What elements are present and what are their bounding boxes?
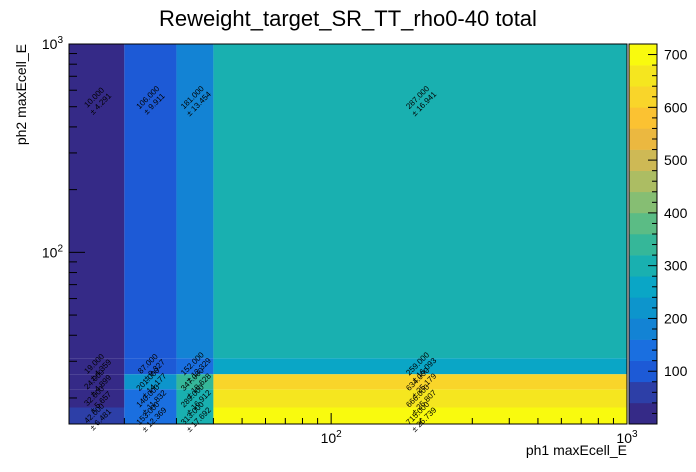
heatmap-cell [213,358,627,375]
chart-title: Reweight_target_SR_TT_rho0-40 total [159,6,537,31]
colorbar-segment [629,339,657,361]
colorbar-segment [629,255,657,277]
x-tick-exponent: 2 [336,429,342,440]
heatmap-cell [124,44,177,359]
colorbar-tick-label: 500 [664,152,688,168]
heatmap-cell [124,407,177,424]
heatmap-cell [176,389,214,408]
colorbar-segment [629,234,657,256]
heatmap-cell [69,374,125,390]
colorbar-tick-label: 200 [664,310,688,326]
colorbar-segment [629,170,657,193]
heatmap-cell [176,407,214,424]
y-tick-exponent: 3 [57,35,63,46]
y-tick-label: 103 [42,35,64,52]
heatmap-cell [176,44,214,359]
heatmap-cells [69,44,627,424]
colorbar-tick-label: 400 [664,205,688,221]
x-axis-title: ph1 maxEcell_E [526,442,627,458]
colorbar-segment [629,276,657,298]
heatmap-cell [69,407,125,424]
colorbar-segment [629,44,657,66]
heatmap-cell [213,407,627,424]
y-tick-exponent: 2 [57,243,63,254]
colorbar-tick-label: 600 [664,99,688,115]
colorbar-segment [629,381,657,404]
colorbar-segment [629,86,657,108]
heatmap-cell [124,358,177,375]
y-axis-title: ph2 maxEcell_E [13,44,29,145]
colorbar-segment [629,128,657,150]
heatmap-cell [213,389,627,408]
x-tick-label: 102 [321,429,343,446]
heatmap-cell [176,374,214,390]
colorbar-segment [629,191,657,214]
colorbar-tick-label: 700 [664,47,688,63]
heatmap-cell [69,389,125,408]
colorbar-segment [629,318,657,340]
colorbar-segment [629,107,657,129]
heatmap-cell [69,44,125,359]
heatmap-cell [176,358,214,375]
heatmap-cell [213,374,627,390]
y-tick-label: 102 [42,243,64,260]
heatmap-cell [124,389,177,408]
colorbar-segment [629,212,657,235]
cell-label-group: 287.000± 16.941 [404,84,438,118]
colorbar-segment [629,149,657,171]
heatmap-cell [213,44,627,359]
colorbar-segment [629,297,657,319]
colorbar-segment [629,360,657,383]
colorbar-segment [629,65,657,87]
x-axis-ticks: 102 103 [123,413,638,446]
colorbar-segment [629,402,657,425]
heatmap-cell [69,358,125,375]
plot-frame [68,43,628,425]
x-tick-exponent: 3 [632,429,638,440]
colorbar-tick-label: 300 [664,258,688,274]
heatmap-cell [124,374,177,390]
colorbar: 100 200 300 400 500 600 700 [628,43,688,425]
colorbar-tick-label: 100 [664,363,688,379]
